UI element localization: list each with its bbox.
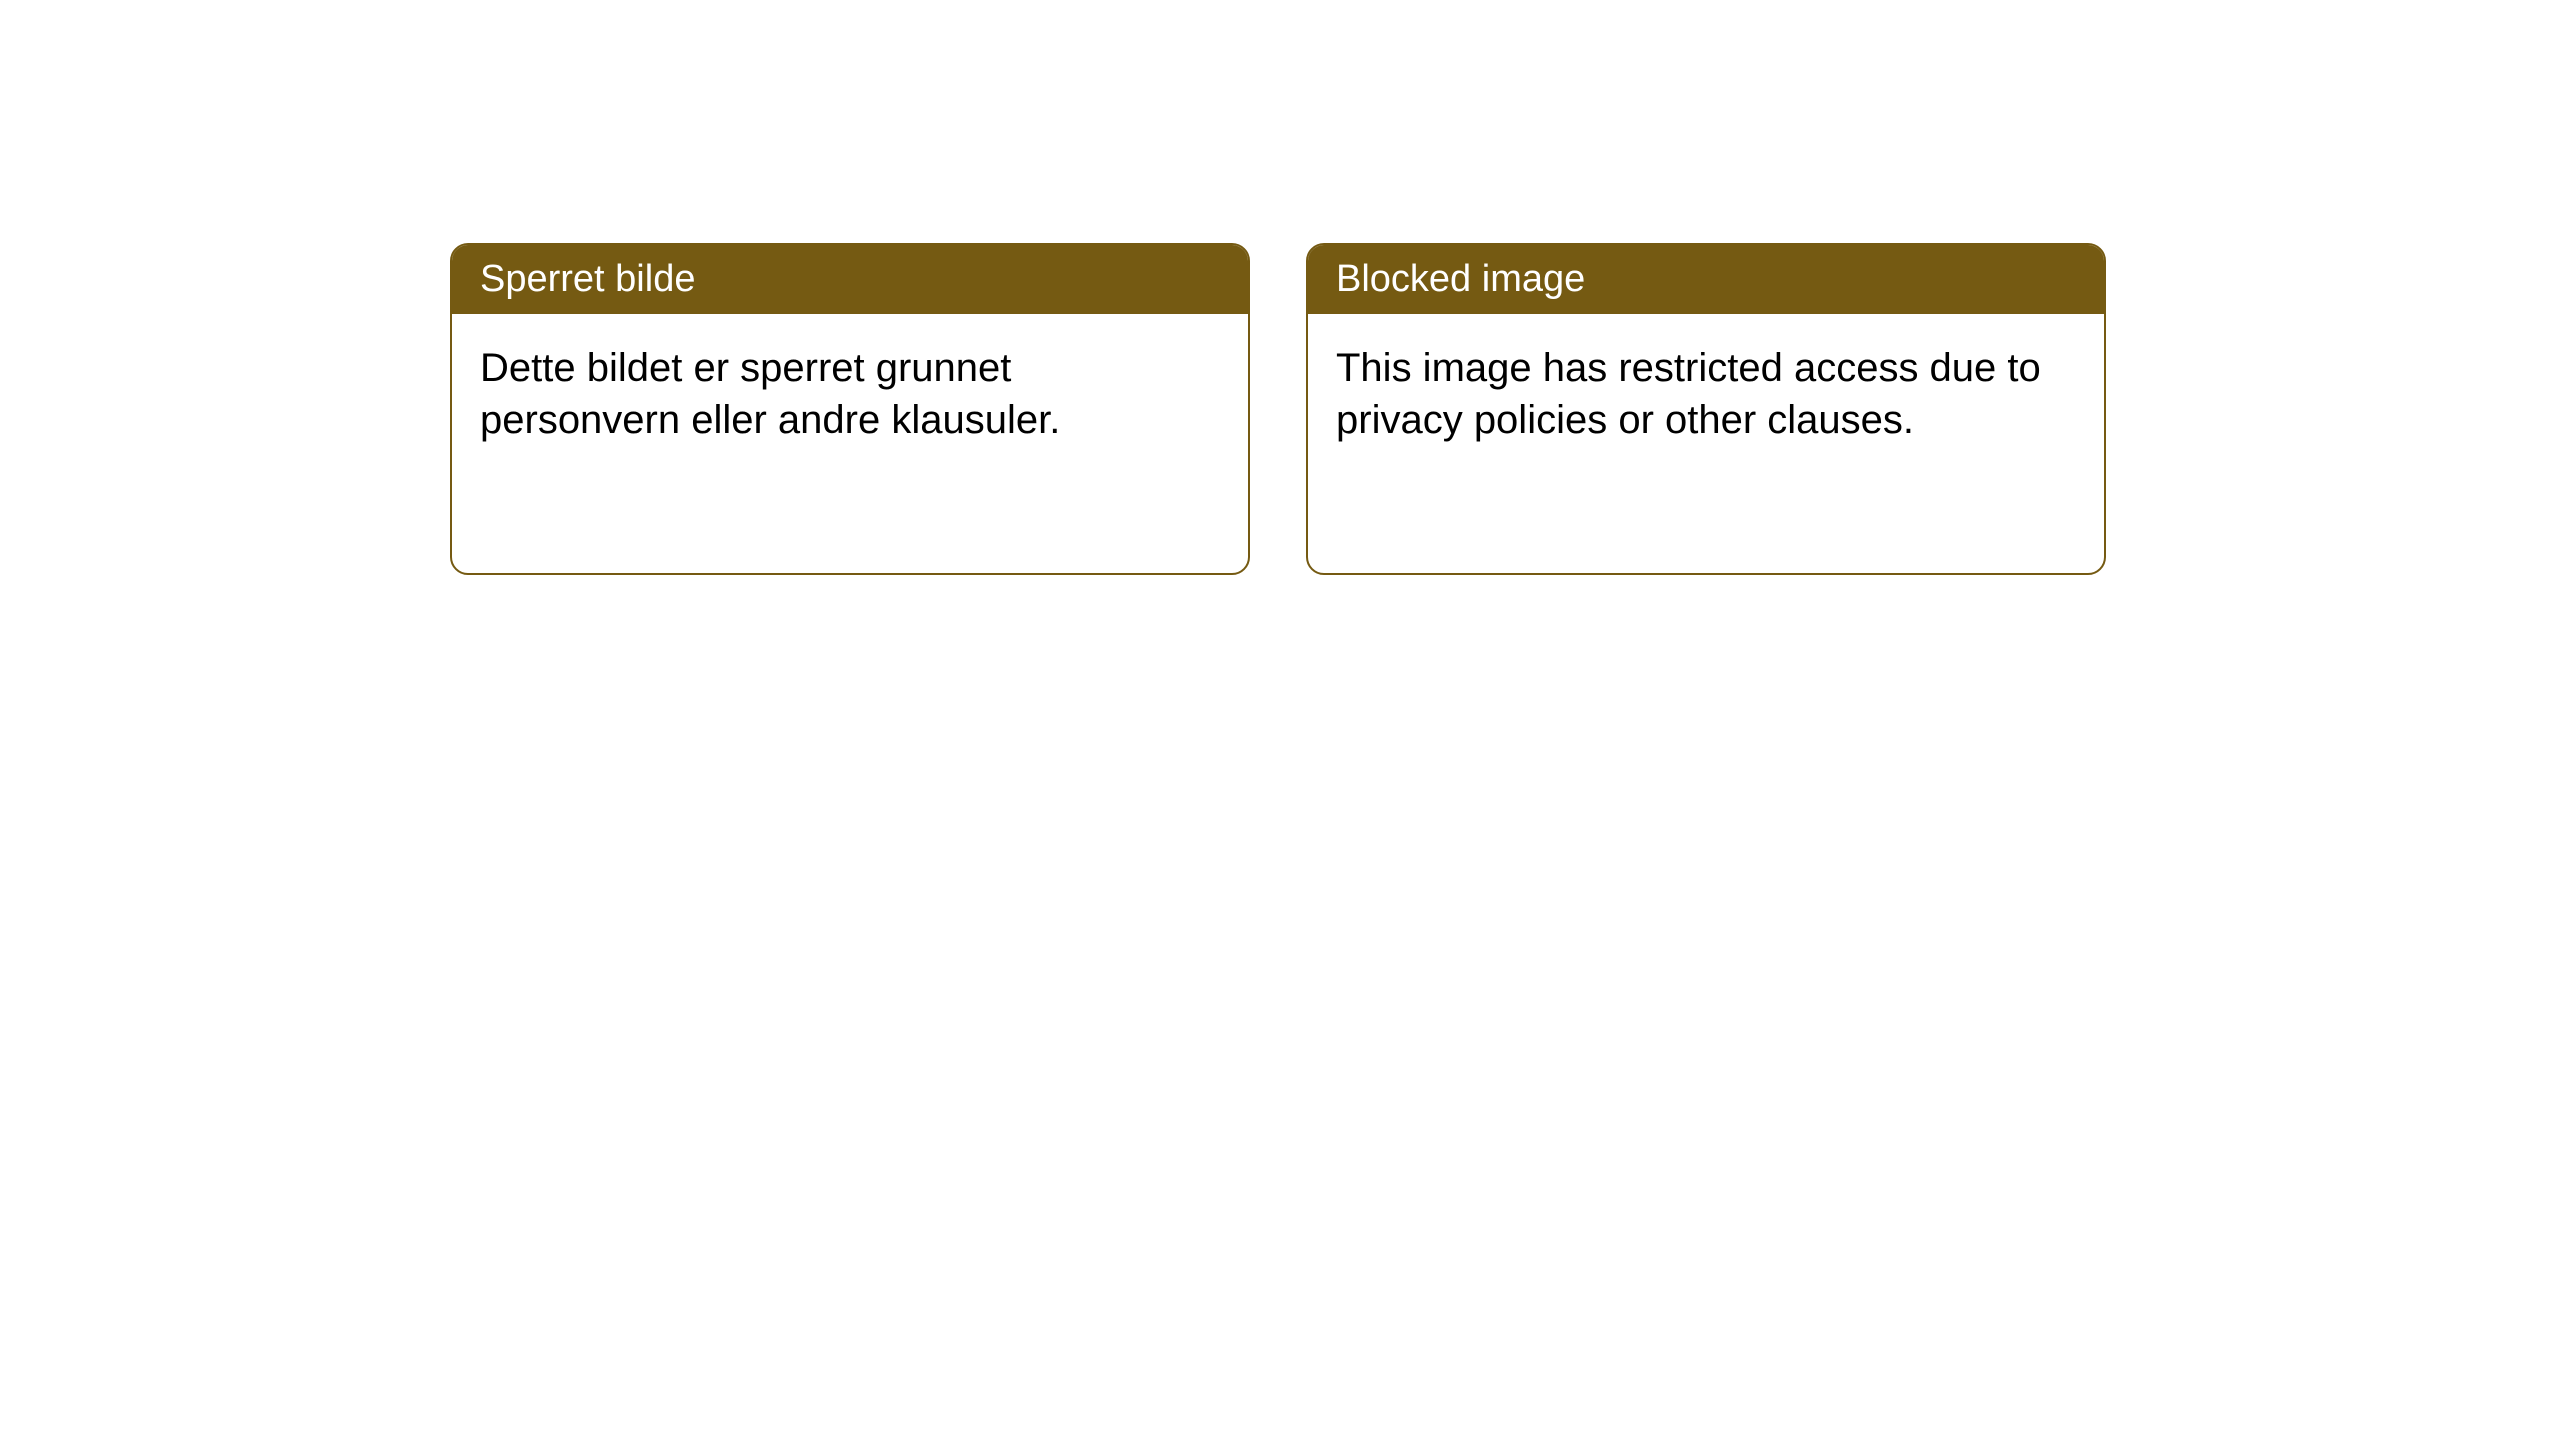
notice-box-english: Blocked image This image has restricted … [1306, 243, 2106, 575]
notice-container: Sperret bilde Dette bildet er sperret gr… [450, 243, 2106, 575]
notice-header: Blocked image [1308, 245, 2104, 314]
notice-box-norwegian: Sperret bilde Dette bildet er sperret gr… [450, 243, 1250, 575]
notice-text: This image has restricted access due to … [1336, 346, 2041, 442]
notice-title: Blocked image [1336, 258, 1585, 300]
notice-title: Sperret bilde [480, 258, 695, 300]
notice-body: This image has restricted access due to … [1308, 314, 2104, 474]
notice-text: Dette bildet er sperret grunnet personve… [480, 346, 1060, 442]
notice-header: Sperret bilde [452, 245, 1248, 314]
notice-body: Dette bildet er sperret grunnet personve… [452, 314, 1248, 474]
